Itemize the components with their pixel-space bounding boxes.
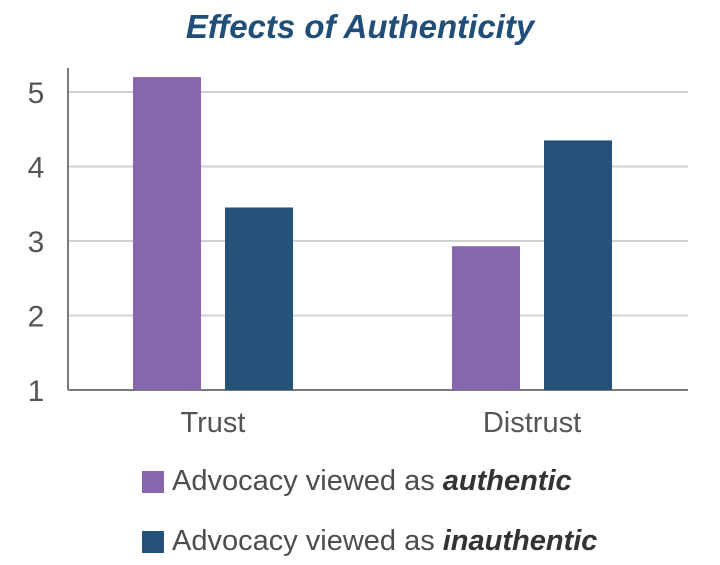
legend-swatch-inauthentic bbox=[142, 530, 164, 553]
legend-label-authentic: Advocacy viewed as bbox=[172, 465, 435, 497]
bar-authentic-distrust bbox=[452, 246, 520, 390]
chart-title: Effects of Authenticity bbox=[185, 8, 535, 45]
legend-swatch-authentic bbox=[142, 470, 164, 493]
legend-item-authentic: Advocacy viewed as authentic bbox=[142, 465, 572, 498]
legend-item-inauthentic: Advocacy viewed as inauthentic bbox=[142, 525, 597, 558]
legend-emphasis-authentic: authentic bbox=[442, 465, 572, 497]
bar-inauthentic-distrust bbox=[544, 140, 612, 390]
x-tick-label-distrust: Distrust bbox=[483, 407, 581, 439]
y-tick-label-4: 4 bbox=[28, 152, 45, 185]
y-tick-label-1: 1 bbox=[28, 375, 45, 408]
legend-label-inauthentic: Advocacy viewed as bbox=[172, 525, 435, 557]
bar-authentic-trust bbox=[133, 77, 201, 390]
x-tick-label-trust: Trust bbox=[181, 407, 246, 439]
y-tick-label-3: 3 bbox=[28, 226, 45, 259]
bar-inauthentic-trust bbox=[225, 207, 293, 390]
y-tick-label-5: 5 bbox=[28, 77, 45, 110]
legend-emphasis-inauthentic: inauthentic bbox=[442, 525, 598, 557]
y-tick-label-2: 2 bbox=[28, 301, 45, 334]
